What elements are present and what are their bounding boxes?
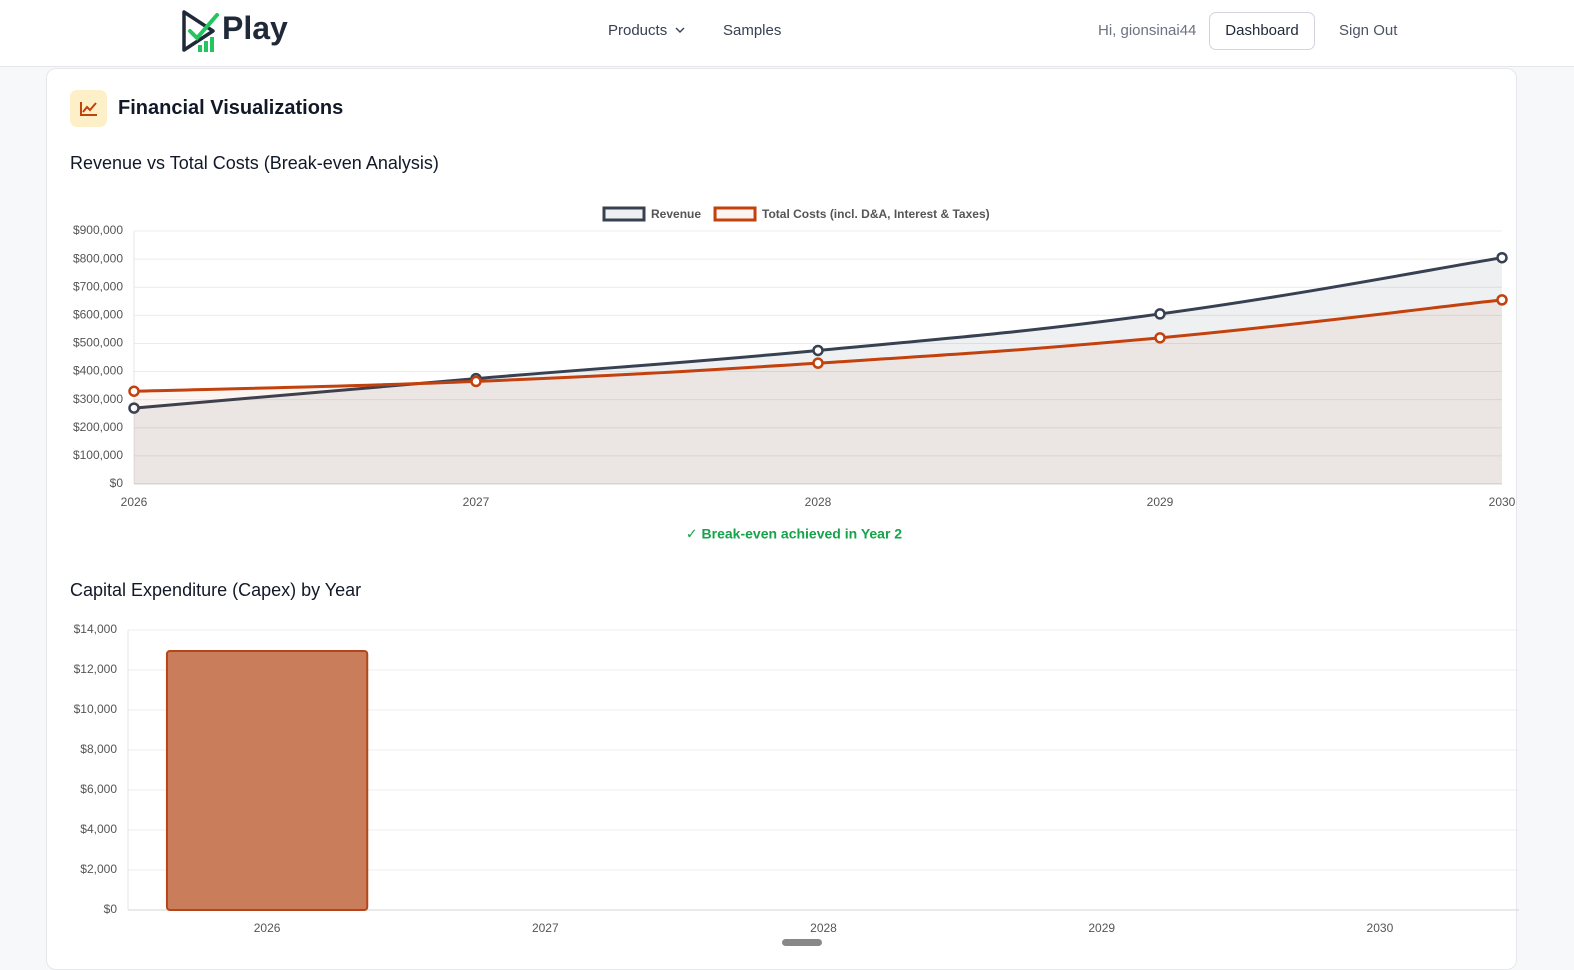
y-tick-label: $900,000 [73,223,123,237]
y-tick-label: $300,000 [73,392,123,406]
point [1496,294,1508,306]
point [128,402,140,414]
y-tick-label: $2,000 [80,862,117,876]
y-tick-label: $12,000 [74,662,118,676]
y-tick-label: $8,000 [80,742,117,756]
x-tick-label: 2026 [254,921,281,935]
x-tick-label: 2029 [1088,921,1115,935]
greeting: Hi, gionsinai44 [1098,22,1197,39]
y-tick-label: $700,000 [73,279,123,293]
point [1154,308,1166,320]
y-tick-label: $10,000 [74,702,118,716]
x-tick-label: 2030 [1367,921,1394,935]
point [1496,251,1508,264]
chevron [675,27,685,33]
y-tick-label: $0 [104,902,118,916]
chart-title: Capital Expenditure (Capex) by Year [70,580,362,600]
y-tick-label: $6,000 [80,782,117,796]
x-tick-label: 2027 [463,495,490,509]
y-tick-label: $4,000 [80,822,117,836]
y-tick-label: $600,000 [73,308,123,322]
nav-samples[interactable]: Samples [723,22,782,39]
x-tick-label: 2028 [810,921,837,935]
icon [80,102,97,116]
point [128,385,140,397]
x-tick-label: 2029 [1147,495,1174,509]
logo-icon [182,10,219,52]
area [134,299,1502,484]
y-tick-label: $200,000 [73,420,123,434]
x-tick-label: 2027 [532,921,559,935]
header: Play Products Samples Hi, gionsinai44 Da… [0,0,1574,67]
legend-label: Total Costs (incl. D&A, Interest & Taxes… [762,207,990,221]
x-tick-label: 2028 [805,495,832,509]
x-tick-label: 2030 [1489,495,1516,509]
section-icon [70,90,107,127]
dashboard-button[interactable]: Dashboard [1209,12,1315,50]
bar [165,650,369,911]
legend-label: Revenue [651,207,701,221]
nav-products[interactable]: Products [608,22,668,39]
y-tick-label: $800,000 [73,251,123,265]
logo-text[interactable]: Play [222,10,288,46]
y-tick-label: $100,000 [73,448,123,462]
break-even-note: ✓ Break-even achieved in Year 2 [686,526,902,542]
sign-out[interactable]: Sign Out [1339,22,1398,39]
scroll-handle [782,939,822,946]
point [812,344,824,357]
x-tick-label: 2026 [121,495,148,509]
section-title: Financial Visualizations [118,97,344,119]
legend-swatch [602,206,646,222]
point [470,375,482,388]
legend-swatch [713,206,757,222]
y-tick-label: $0 [110,476,124,490]
point [1154,332,1166,344]
chart-title: Revenue vs Total Costs (Break-even Analy… [70,153,439,173]
y-tick-label: $14,000 [74,622,118,636]
y-tick-label: $500,000 [73,336,123,350]
point [812,357,824,369]
y-tick-label: $400,000 [73,364,123,378]
